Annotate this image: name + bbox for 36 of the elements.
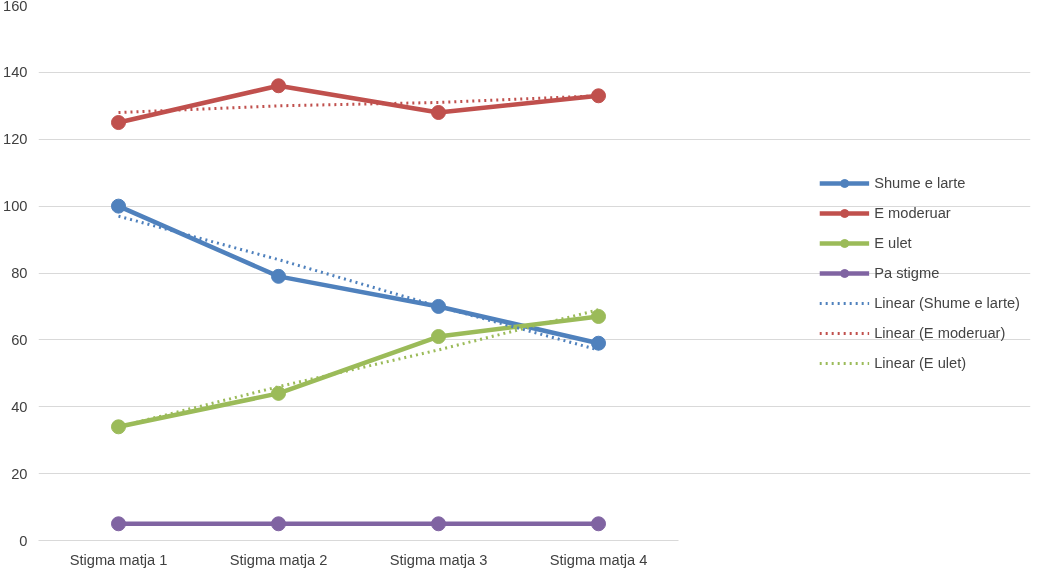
point — [111, 419, 126, 435]
y-tick-label: 20 — [11, 465, 28, 482]
point — [591, 335, 606, 351]
legend-label: E ulet — [874, 234, 912, 251]
x-tick-label: Stigma matja 1 — [69, 551, 168, 568]
x-tick-label: Stigma matja 3 — [389, 551, 488, 568]
y-tick-label: 40 — [11, 398, 28, 415]
y-tick-label: 140 — [3, 64, 28, 81]
y-tick-label: 100 — [3, 198, 28, 215]
point — [431, 516, 446, 532]
legend-label: Linear (Shume e larte) — [874, 294, 1020, 311]
point — [271, 268, 286, 284]
y-tick-label: 160 — [3, 0, 28, 14]
point — [431, 329, 446, 345]
legend-label: E moderuar — [874, 204, 951, 221]
point — [271, 385, 286, 401]
y-tick-label: 60 — [11, 331, 28, 348]
point — [431, 298, 446, 314]
point — [271, 78, 286, 94]
point — [111, 198, 126, 214]
legend-label: Linear (E ulet) — [874, 354, 967, 371]
legend-label: Shume e larte — [874, 174, 966, 191]
legend-label: Linear (E moderuar) — [874, 324, 1006, 341]
point — [111, 516, 126, 532]
y-tick-label: 80 — [11, 265, 28, 281]
point — [271, 516, 286, 532]
legend-label: Pa stigme — [874, 264, 940, 281]
x-tick-label: Stigma matja 4 — [549, 551, 648, 568]
point — [591, 308, 606, 324]
point — [111, 115, 126, 131]
x-tick-label: Stigma matja 2 — [229, 551, 328, 568]
point — [591, 88, 606, 104]
y-tick-label: 120 — [3, 131, 28, 148]
y-tick-label: 0 — [19, 532, 28, 549]
point — [591, 516, 606, 532]
point — [431, 105, 446, 120]
